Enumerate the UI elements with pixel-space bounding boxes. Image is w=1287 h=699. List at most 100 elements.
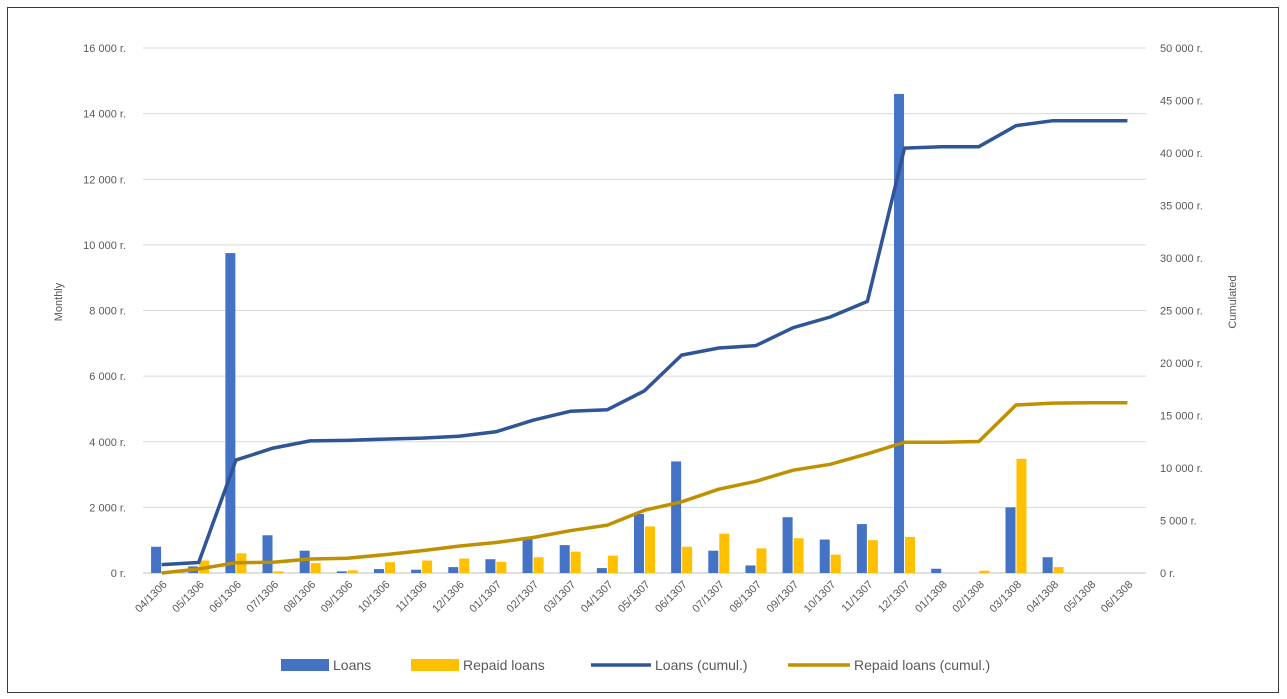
x-tick-label: 06/1307 bbox=[653, 579, 690, 616]
bar bbox=[310, 563, 321, 573]
bar bbox=[634, 513, 644, 573]
y2-tick-label: 5 000 r. bbox=[1160, 516, 1197, 528]
series-line bbox=[161, 400, 1128, 575]
bar bbox=[793, 538, 804, 573]
bar bbox=[894, 93, 905, 573]
x-tick-label: 07/1307 bbox=[690, 579, 727, 616]
x-tick-label: 04/1306 bbox=[133, 579, 170, 616]
y2-tick-label: 35 000 r. bbox=[1160, 201, 1203, 213]
legend-label: Repaid loans bbox=[463, 657, 545, 673]
bar bbox=[708, 550, 719, 573]
y2-tick-label: 40 000 r. bbox=[1160, 148, 1203, 160]
bar bbox=[645, 526, 655, 573]
y2-tick-label: 0 r. bbox=[1160, 568, 1175, 580]
bar bbox=[682, 546, 693, 573]
bar bbox=[299, 550, 310, 573]
y-axis-label: Monthly bbox=[53, 282, 65, 321]
y-tick-label: 10 000 r. bbox=[83, 240, 126, 252]
y-tick-label: 8 000 r. bbox=[89, 306, 126, 318]
bar bbox=[719, 533, 730, 573]
y2-tick-label: 10 000 r. bbox=[1160, 463, 1203, 475]
bar bbox=[384, 562, 395, 573]
x-tick-label: 04/1308 bbox=[1025, 579, 1062, 616]
bar bbox=[596, 568, 607, 573]
bar bbox=[867, 540, 878, 573]
y2-tick-label: 45 000 r. bbox=[1160, 96, 1203, 108]
legend-swatch bbox=[281, 659, 329, 671]
bar bbox=[607, 555, 618, 573]
x-tick-label: 05/1306 bbox=[170, 579, 207, 616]
x-tick-label: 01/1307 bbox=[467, 579, 504, 616]
bar bbox=[671, 461, 682, 573]
bar bbox=[745, 565, 756, 573]
x-tick-label: 05/1307 bbox=[616, 579, 653, 616]
bar bbox=[262, 535, 273, 573]
bar bbox=[1042, 557, 1053, 573]
bar bbox=[1016, 458, 1027, 573]
y2-tick-label: 30 000 r. bbox=[1160, 253, 1203, 265]
legend-swatch bbox=[411, 659, 459, 671]
x-tick-label: 06/1308 bbox=[1099, 579, 1136, 616]
y2-tick-label: 15 000 r. bbox=[1160, 411, 1203, 423]
bar bbox=[856, 524, 867, 573]
x-tick-label: 01/1308 bbox=[913, 579, 950, 616]
chart: 0 r. 2 000 r. 4 000 r. 6 000 r. 8 000 r. 10 0… bbox=[53, 43, 1239, 673]
x-tick-label: 02/1308 bbox=[950, 579, 987, 616]
legend-label: Repaid loans (cumul.) bbox=[854, 657, 990, 673]
x-tick-label: 11/1306 bbox=[394, 579, 430, 615]
bar bbox=[522, 536, 533, 573]
chart-frame: 0 r. 2 000 r. 4 000 r. 6 000 r. 8 000 r. 10 0… bbox=[7, 7, 1279, 693]
x-tick-label: 09/1307 bbox=[765, 579, 802, 616]
bar bbox=[1053, 567, 1064, 573]
x-tick-label: 06/1306 bbox=[207, 579, 244, 616]
x-tick-label: 11/1307 bbox=[839, 579, 875, 615]
y-tick-label: 12 000 r. bbox=[83, 174, 126, 186]
y-tick-label: 0 r. bbox=[111, 568, 126, 580]
bar bbox=[225, 253, 236, 573]
y2-tick-label: 25 000 r. bbox=[1160, 306, 1203, 318]
y2-tick-label: 20 000 r. bbox=[1160, 358, 1203, 370]
x-tick-label: 07/1306 bbox=[245, 579, 282, 616]
bar bbox=[496, 561, 507, 573]
legend-label: Loans bbox=[333, 657, 371, 673]
bar bbox=[336, 571, 347, 573]
y-tick-label: 4 000 r. bbox=[89, 437, 126, 449]
y2-tick-label: 50 000 r. bbox=[1160, 43, 1203, 55]
bar bbox=[485, 559, 496, 573]
bar bbox=[533, 557, 544, 573]
bar bbox=[1005, 507, 1016, 573]
y-tick-label: 6 000 r. bbox=[89, 371, 126, 383]
y-tick-label: 14 000 r. bbox=[83, 109, 126, 121]
legend-label: Loans (cumul.) bbox=[655, 657, 748, 673]
x-tick-label: 10/1307 bbox=[802, 579, 839, 616]
y2-axis-label: Cumulated bbox=[1227, 275, 1239, 328]
y-tick-label: 16 000 r. bbox=[83, 43, 126, 55]
x-tick-label: 10/1306 bbox=[356, 579, 393, 616]
x-tick-label: 05/1308 bbox=[1062, 579, 1099, 616]
bar bbox=[347, 570, 358, 573]
bar bbox=[422, 560, 433, 573]
bar bbox=[459, 558, 470, 573]
bar bbox=[559, 545, 570, 573]
bar bbox=[411, 569, 422, 573]
x-tick-label: 02/1307 bbox=[505, 579, 542, 616]
bar bbox=[830, 554, 841, 573]
bar bbox=[931, 568, 942, 573]
y-tick-label: 2 000 r. bbox=[89, 502, 126, 514]
x-tick-label: 03/1308 bbox=[987, 579, 1024, 616]
bar bbox=[151, 546, 162, 573]
legend: Loans Repaid loans Loans (cumul.) Repaid lo… bbox=[281, 657, 990, 673]
bar bbox=[782, 517, 793, 573]
bar bbox=[756, 548, 767, 573]
bar bbox=[905, 536, 916, 573]
series-line bbox=[161, 118, 1128, 567]
bar bbox=[570, 551, 581, 573]
bar bbox=[819, 539, 830, 573]
bar bbox=[448, 567, 459, 573]
x-tick-label: 09/1306 bbox=[319, 579, 356, 616]
bar bbox=[979, 570, 990, 573]
x-tick-label: 08/1306 bbox=[282, 579, 319, 616]
bar bbox=[273, 571, 284, 573]
x-tick-label: 04/1307 bbox=[579, 579, 616, 616]
bar bbox=[373, 569, 384, 573]
